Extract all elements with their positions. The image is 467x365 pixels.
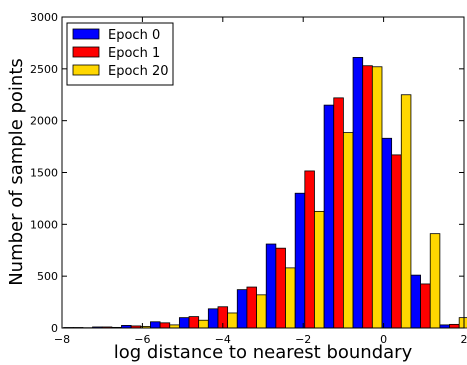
y-tick-label: 3000 <box>30 11 58 24</box>
bar-epoch-1-bin-9 <box>333 97 344 329</box>
y-tick-label: 0 <box>51 322 58 335</box>
x-tick-label: −8 <box>54 333 70 346</box>
legend-label-epoch-0: Epoch 0 <box>108 28 160 43</box>
ticks-group: −8 −6 −4 −2 0 2 0 500 1000 1500 2000 2500 3000 <box>30 11 467 346</box>
bar-epoch-20-bin-4 <box>198 319 209 329</box>
bar-epoch-0-bin-11 <box>381 137 393 329</box>
legend-swatch-epoch-0 <box>72 28 100 40</box>
bar-epoch-1-bin-3 <box>159 322 171 329</box>
bar-epoch-0-bin-6 <box>236 289 248 329</box>
bar-epoch-1-bin-4 <box>188 316 200 329</box>
bar-epoch-20-bin-6 <box>256 294 267 329</box>
bar-epoch-20-bin-9 <box>342 132 354 329</box>
x-tick-label: 2 <box>461 333 467 346</box>
x-tick-label: −2 <box>295 333 311 346</box>
bars-group <box>63 57 467 329</box>
bar-epoch-0-bin-12 <box>410 274 421 329</box>
y-tick-label: 2000 <box>30 115 58 128</box>
x-tick-label: 0 <box>380 333 387 346</box>
y-tick-label: 500 <box>37 270 58 283</box>
legend-swatch-epoch-20 <box>72 64 100 76</box>
bar-epoch-0-bin-10 <box>352 57 364 329</box>
bar-epoch-20-bin-5 <box>227 312 238 329</box>
bar-epoch-20-bin-13 <box>458 317 467 329</box>
bar-epoch-0-bin-8 <box>294 192 306 329</box>
legend-swatch-epoch-1 <box>72 46 100 58</box>
bar-epoch-0-bin-5 <box>207 308 219 329</box>
y-axis-label: Number of sample points <box>6 58 27 286</box>
bar-epoch-20-bin-10 <box>371 66 383 329</box>
y-tick-label: 1500 <box>30 167 58 180</box>
bar-epoch-0-bin-4 <box>178 317 190 329</box>
bar-epoch-1-bin-8 <box>304 170 315 329</box>
x-tick-label: −4 <box>215 333 231 346</box>
bar-epoch-0-bin-9 <box>323 104 335 329</box>
y-tick-label: 1000 <box>30 218 58 231</box>
bar-epoch-1-bin-6 <box>246 286 257 329</box>
y-tick-label: 2500 <box>30 63 58 76</box>
bar-epoch-20-bin-8 <box>314 210 325 329</box>
bar-epoch-20-bin-11 <box>400 94 412 329</box>
bar-epoch-1-bin-11 <box>391 154 402 329</box>
legend: Epoch 0 Epoch 1 Epoch 20 <box>66 22 174 86</box>
legend-label-epoch-20: Epoch 20 <box>108 64 168 79</box>
bar-epoch-1-bin-7 <box>275 247 286 329</box>
bar-epoch-0-bin-7 <box>265 243 277 329</box>
bar-epoch-20-bin-12 <box>429 233 441 329</box>
bar-epoch-0-bin-3 <box>150 321 161 329</box>
bar-epoch-1-bin-12 <box>420 283 431 329</box>
x-tick-label: −6 <box>134 333 150 346</box>
bar-epoch-1-bin-10 <box>362 65 373 329</box>
bar-epoch-1-bin-13 <box>449 323 460 329</box>
legend-label-epoch-1: Epoch 1 <box>108 46 160 61</box>
x-axis-label: log distance to nearest boundary <box>114 342 413 363</box>
bar-epoch-20-bin-7 <box>285 267 296 329</box>
